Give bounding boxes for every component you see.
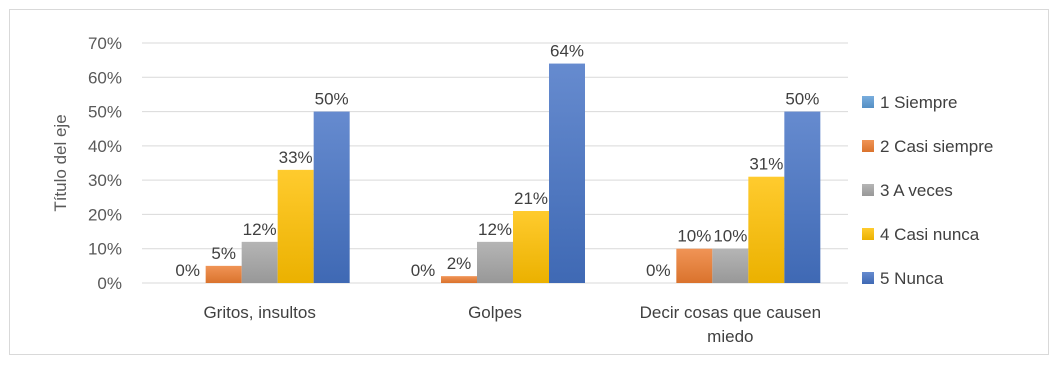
legend-label: 2 Casi siempre [880, 137, 993, 156]
bar-5-nunca [313, 111, 350, 283]
legend-swatch [862, 140, 874, 152]
data-label: 0% [646, 261, 671, 280]
y-tick-label: 70% [88, 34, 122, 53]
legend-swatch [862, 96, 874, 108]
bar-3-a-veces [477, 241, 513, 283]
legend-swatch [862, 184, 874, 196]
data-label: 31% [749, 155, 783, 174]
y-axis-ticks: 0% 10% 20% 30% 40% 50% 60% 70% [88, 34, 122, 293]
y-tick-label: 0% [97, 274, 122, 293]
legend-swatch [862, 228, 874, 240]
data-label: 5% [211, 244, 236, 263]
x-category-label: Gritos, insultos [203, 303, 315, 322]
y-tick-label: 60% [88, 68, 122, 87]
data-label: 0% [175, 261, 200, 280]
data-label: 12% [478, 220, 512, 239]
data-label: 50% [315, 90, 349, 109]
legend-label: 4 Casi nunca [880, 225, 980, 244]
y-tick-label: 50% [88, 103, 122, 122]
data-label: 33% [279, 148, 313, 167]
y-tick-label: 10% [88, 240, 122, 259]
data-label: 10% [677, 227, 711, 246]
bar-4-casi-nunca [513, 211, 549, 283]
chart-frame [9, 9, 1049, 355]
legend-swatch [862, 272, 874, 284]
data-label: 50% [785, 90, 819, 109]
bar-5-nunca [549, 63, 585, 284]
bar-3-a-veces [241, 241, 278, 283]
bar-2-casi-siempre [205, 265, 242, 283]
data-label: 12% [243, 220, 277, 239]
bar-5-nunca [784, 111, 821, 283]
bar-2-casi-siempre [441, 276, 477, 283]
x-category-label: Golpes [468, 303, 522, 322]
x-axis-categories: Gritos, insultos Golpes Decir cosas que ca… [203, 303, 821, 346]
legend-label: 3 A veces [880, 181, 953, 200]
y-axis-title: Título del eje [51, 114, 70, 211]
data-labels: 0%5%12%33%50%0% 2%12%21%64%0%10% 10%31%50% [175, 42, 819, 280]
data-label: 64% [550, 42, 584, 61]
bar-4-casi-nunca [748, 176, 785, 283]
y-tick-label: 40% [88, 137, 122, 156]
legend-label: 1 Siempre [880, 93, 957, 112]
data-label: 10% [713, 227, 747, 246]
legend: 1 Siempre 2 Casi siempre 3 A veces 4 Casi n… [862, 93, 993, 288]
data-label: 21% [514, 189, 548, 208]
data-label: 2% [447, 254, 472, 273]
y-tick-label: 30% [88, 171, 122, 190]
bar-4-casi-nunca [277, 169, 314, 283]
x-category-label: miedo [707, 327, 753, 346]
x-category-label: Decir cosas que causen [640, 303, 821, 322]
data-label: 0% [411, 261, 436, 280]
bar-3-a-veces [712, 248, 749, 283]
bars [205, 63, 821, 284]
legend-label: 5 Nunca [880, 269, 944, 288]
y-tick-label: 20% [88, 205, 122, 224]
bar-2-casi-siempre [676, 248, 713, 283]
